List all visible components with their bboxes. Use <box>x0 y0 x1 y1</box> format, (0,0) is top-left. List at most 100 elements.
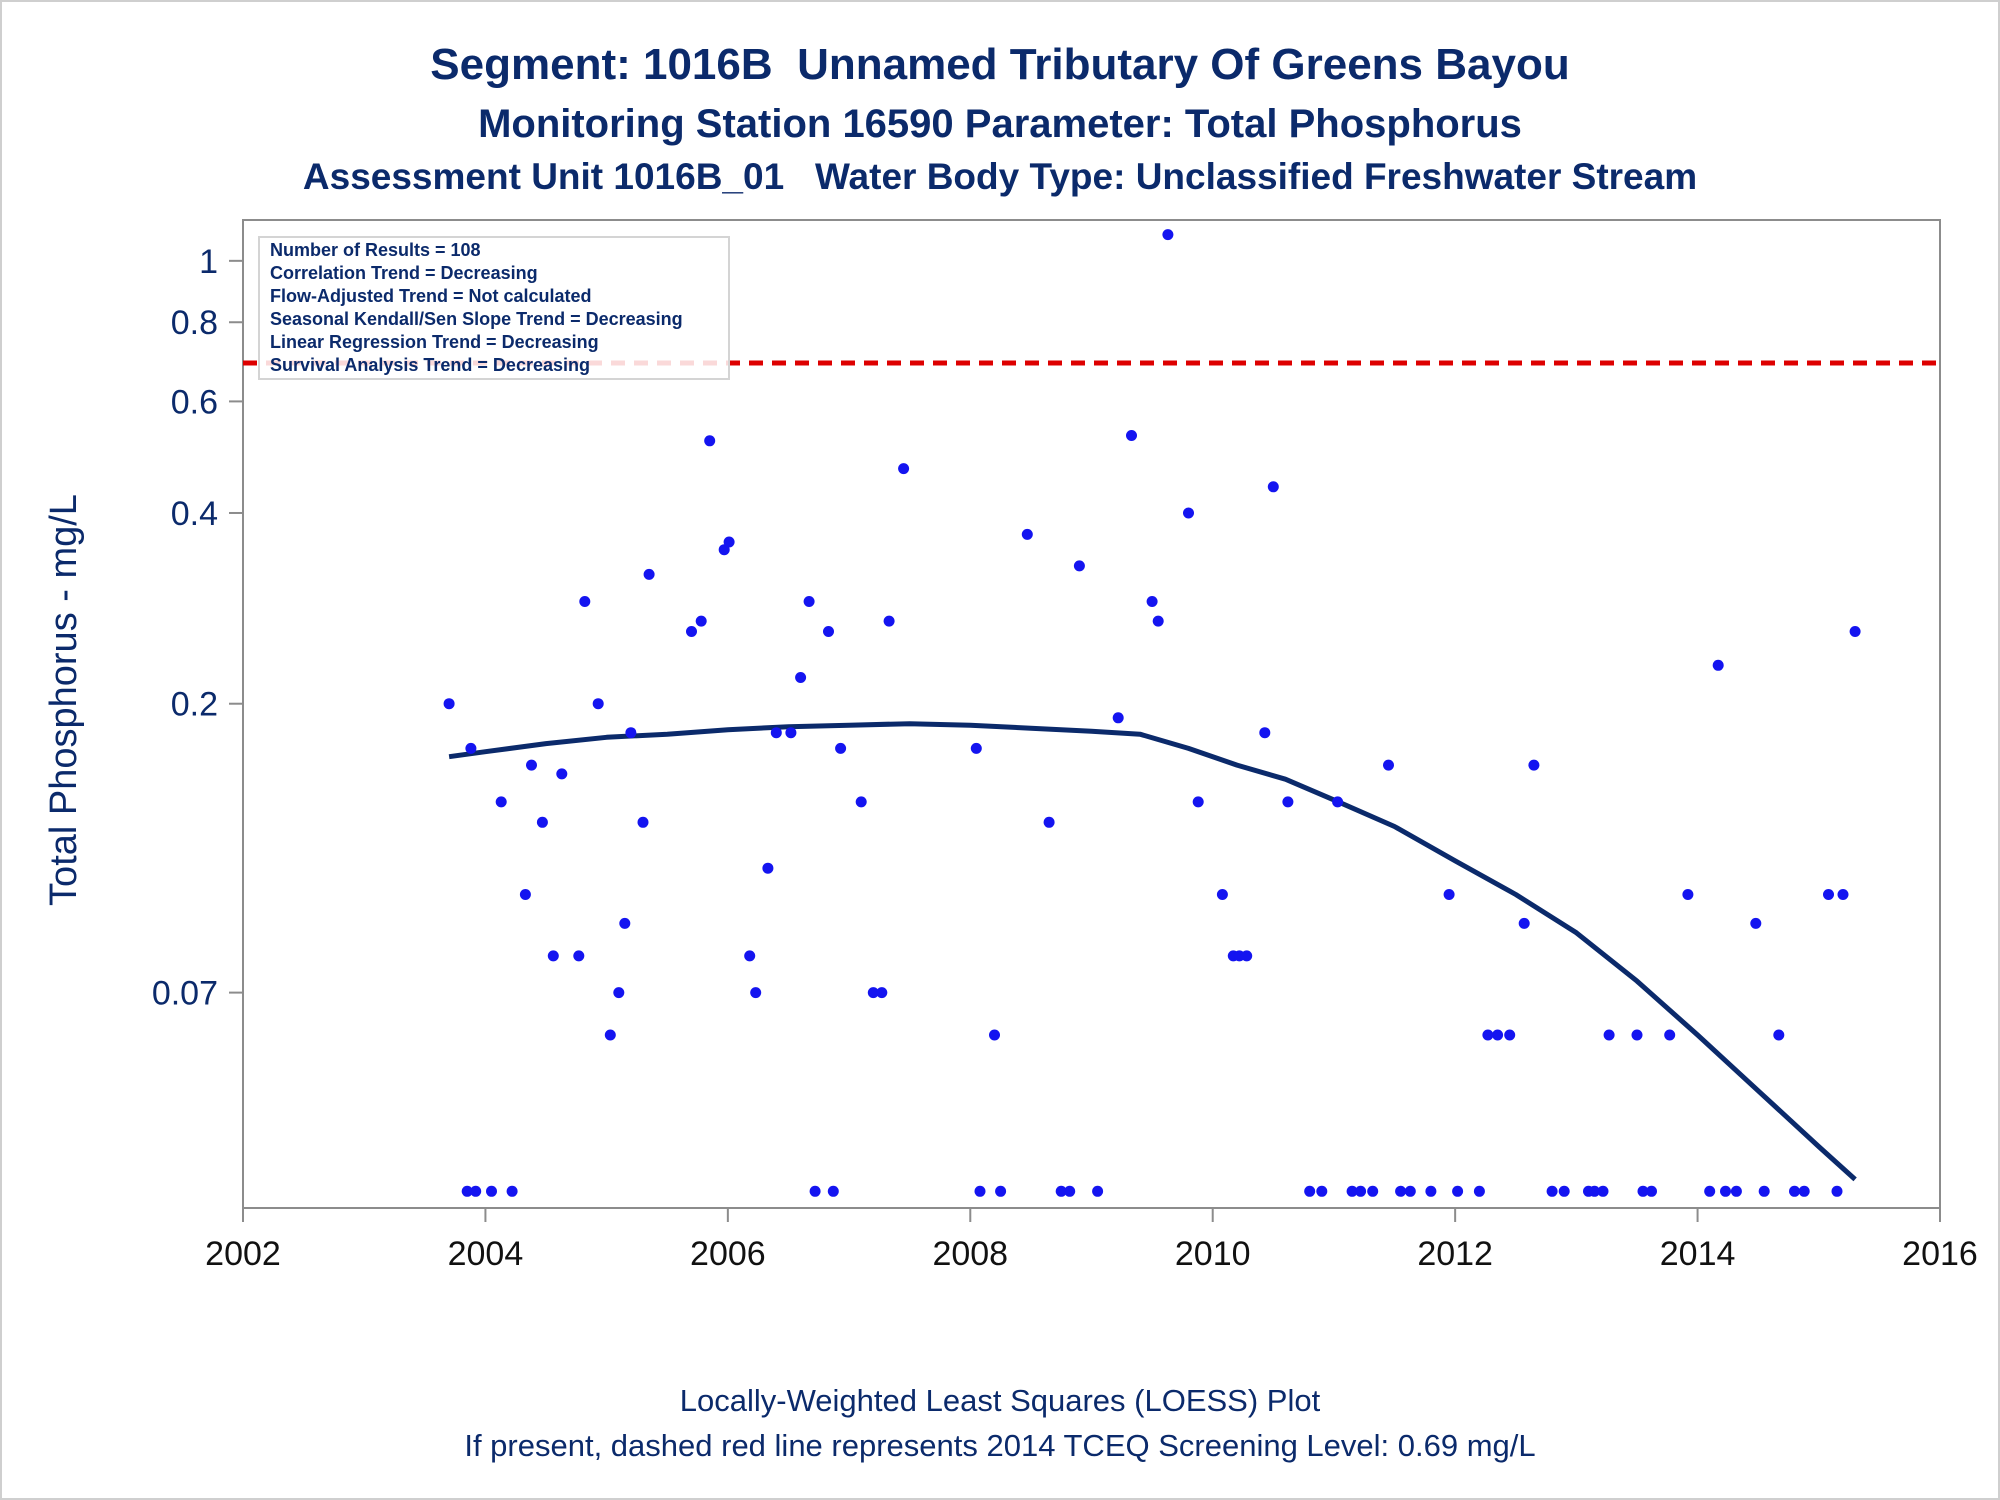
stats-line: Seasonal Kendall/Sen Slope Trend = Decre… <box>270 309 683 329</box>
data-point <box>1631 1029 1643 1041</box>
data-point <box>461 1185 473 1197</box>
data-point <box>1162 229 1174 241</box>
y-tick-label: 0.4 <box>171 495 218 533</box>
data-point <box>1425 1185 1437 1197</box>
stats-line: Number of Results = 108 <box>270 240 481 260</box>
data-point <box>855 796 867 808</box>
data-point <box>556 768 568 780</box>
y-tick-label: 0.6 <box>171 383 218 421</box>
trend-stats-box: Number of Results = 108 Correlation Tren… <box>258 236 730 380</box>
data-point <box>823 626 834 637</box>
data-point <box>770 727 782 739</box>
data-point <box>1021 528 1033 540</box>
data-point <box>573 950 585 962</box>
data-point <box>465 742 477 754</box>
data-point <box>1146 596 1158 607</box>
x-tick-label: 2006 <box>690 1235 766 1273</box>
data-point <box>898 463 910 475</box>
y-tick-label: 0.07 <box>152 975 218 1013</box>
data-point <box>1064 1185 1076 1197</box>
data-point <box>1092 1185 1104 1197</box>
stats-line: Correlation Trend = Decreasing <box>270 263 538 283</box>
data-point <box>835 742 847 754</box>
data-point <box>592 698 604 710</box>
data-point <box>506 1185 518 1197</box>
data-point <box>1837 889 1849 900</box>
data-point <box>1720 1185 1731 1197</box>
data-point <box>695 615 707 627</box>
stats-line: Linear Regression Trend = Decreasing <box>270 332 599 352</box>
data-point <box>686 626 697 637</box>
data-point <box>1126 430 1137 441</box>
data-point <box>470 1185 482 1197</box>
data-point <box>1712 659 1724 671</box>
data-point <box>1043 816 1055 828</box>
data-point <box>443 698 455 710</box>
data-point <box>1664 1029 1676 1041</box>
data-point <box>1789 1185 1800 1197</box>
y-axis-label: Total Phosphorus - mg/L <box>43 494 85 906</box>
chart-subtitle-2: Assessment Unit 1016B_01 Water Body Type… <box>302 156 1698 197</box>
data-point <box>495 796 507 808</box>
data-point <box>1758 1185 1770 1197</box>
data-point <box>526 759 537 771</box>
data-point <box>1192 796 1204 808</box>
data-point <box>1282 796 1294 808</box>
loess-curve <box>448 721 1857 1182</box>
data-point <box>744 950 756 962</box>
plot-area <box>242 219 1941 1209</box>
data-point <box>762 862 774 874</box>
data-point <box>867 987 879 999</box>
data-point <box>974 1185 986 1197</box>
data-point <box>1259 727 1271 739</box>
data-point <box>1558 1185 1570 1197</box>
chart-subtitle: Monitoring Station 16590 Parameter: Tota… <box>478 102 1522 146</box>
data-point <box>1055 1185 1067 1197</box>
data-point <box>795 672 807 683</box>
data-point <box>723 536 735 548</box>
data-point <box>1831 1185 1843 1197</box>
data-point <box>750 987 762 999</box>
x-tick-label: 2014 <box>1660 1235 1736 1273</box>
data-point <box>579 596 591 607</box>
data-point <box>1216 889 1228 900</box>
data-point <box>883 615 895 627</box>
data-point <box>1589 1185 1600 1197</box>
data-point <box>643 568 655 580</box>
data-point <box>1267 481 1279 493</box>
data-point <box>989 1029 1000 1041</box>
data-point <box>995 1185 1007 1197</box>
data-point <box>1355 1185 1367 1197</box>
data-point <box>1798 1185 1810 1197</box>
data-point <box>1849 626 1861 637</box>
x-tick-label: 2002 <box>205 1235 281 1273</box>
x-tick-label: 2012 <box>1417 1235 1493 1273</box>
data-point <box>785 727 797 739</box>
data-point <box>637 816 649 828</box>
data-point <box>1730 1185 1742 1197</box>
x-tick-label: 2016 <box>1902 1235 1978 1273</box>
axes: 2002 2004 2006 2008 2010 2012 2014 2016 0.07 0.2 0… <box>152 243 1978 1273</box>
data-point <box>1773 1029 1785 1041</box>
data-point <box>1518 917 1530 929</box>
data-point <box>1073 560 1085 572</box>
data-point <box>809 1185 821 1197</box>
data-point <box>486 1185 497 1197</box>
data-point <box>625 727 637 739</box>
data-point <box>1395 1185 1407 1197</box>
data-point <box>1367 1185 1379 1197</box>
data-point <box>1332 796 1344 808</box>
plot-border <box>242 219 1941 1209</box>
data-point <box>1404 1185 1416 1197</box>
data-point <box>1492 1029 1504 1041</box>
data-point <box>803 596 815 607</box>
stats-line: Flow-Adjusted Trend = Not calculated <box>270 286 592 306</box>
data-point <box>1152 615 1164 627</box>
data-point <box>1383 759 1394 771</box>
data-point <box>1603 1029 1615 1041</box>
data-point <box>613 987 625 999</box>
data-point <box>1504 1029 1516 1041</box>
data-point <box>970 742 982 754</box>
data-point <box>1443 889 1455 900</box>
data-point <box>1183 507 1194 519</box>
